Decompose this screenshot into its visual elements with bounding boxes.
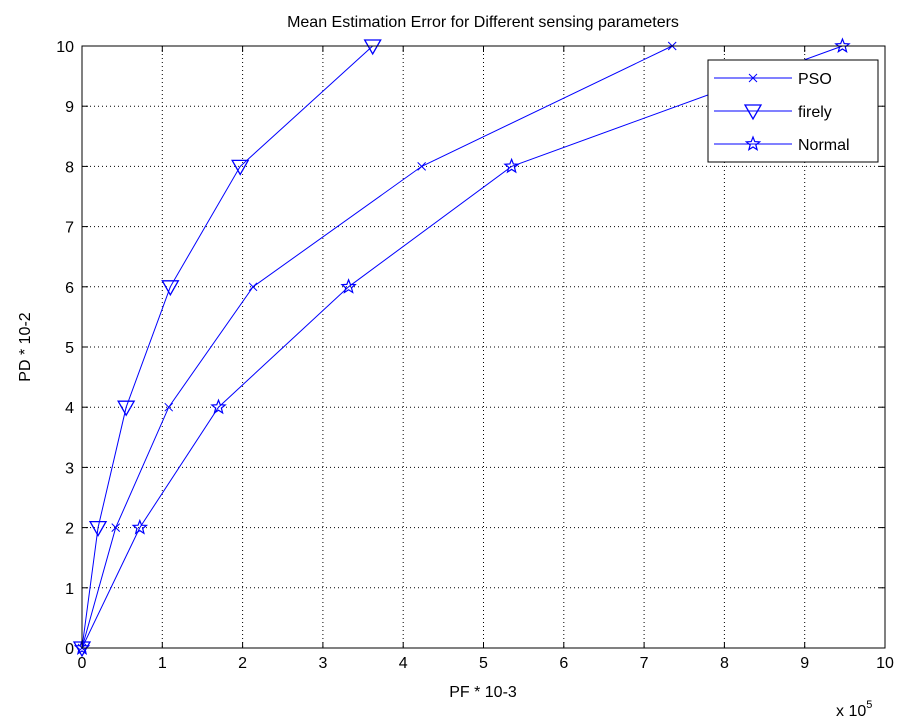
- data-point-pso: [248, 282, 258, 292]
- y-tick-label: 8: [65, 159, 74, 176]
- legend-item-pso: PSO: [714, 71, 832, 88]
- data-point-firely: [88, 520, 108, 537]
- chart-title: Mean Estimation Error for Different sens…: [287, 14, 679, 31]
- legend-marker-normal: [744, 135, 762, 152]
- x-tick-label: 4: [399, 655, 408, 672]
- data-point-firely: [161, 280, 180, 297]
- x-tick-label: 3: [318, 655, 327, 672]
- y-tick-label: 4: [65, 400, 74, 417]
- data-point-normal: [834, 37, 851, 54]
- series-normal: [73, 37, 851, 656]
- y-axis-label: PD * 10-2: [17, 312, 34, 381]
- data-point-pso: [417, 162, 427, 171]
- data-point-pso: [111, 523, 121, 532]
- x-axis-multiplier: x 105: [836, 699, 872, 720]
- y-tick-label: 6: [65, 280, 74, 297]
- data-point-firely: [363, 39, 382, 56]
- x-axis-label: PF * 10-3: [449, 684, 517, 701]
- y-tick-label: 0: [65, 641, 74, 658]
- legend-label-normal: Normal: [798, 137, 850, 154]
- legend-marker-pso: [748, 73, 758, 83]
- series-line-pso: [81, 45, 673, 649]
- y-tick-label: 9: [65, 99, 74, 116]
- x-tick-label: 5: [479, 655, 488, 672]
- data-point-normal: [340, 278, 357, 294]
- y-tick-label: 10: [56, 39, 74, 56]
- x-tick-label: 8: [720, 655, 729, 672]
- data-point-normal: [73, 639, 91, 656]
- x-tick-label: 9: [800, 655, 809, 672]
- x-tick-label: 0: [78, 655, 87, 672]
- series-line-firely: [81, 45, 374, 649]
- x-axis-multiplier-exponent: 5: [866, 699, 872, 711]
- legend-label-firely: firely: [798, 104, 832, 121]
- legend-item-normal: Normal: [714, 135, 850, 154]
- legend: PSO firely Normal: [707, 59, 879, 163]
- series-line-normal: [81, 45, 843, 649]
- y-tick-label: 1: [65, 581, 74, 598]
- y-tick-label: 7: [65, 220, 74, 237]
- data-point-pso: [164, 402, 174, 412]
- data-series: [72, 37, 851, 658]
- y-tick-label: 3: [65, 460, 74, 477]
- y-tick-label: 5: [65, 340, 74, 357]
- legend-label-pso: PSO: [798, 71, 832, 88]
- series-pso: [77, 41, 677, 653]
- legend-item-firely: firely: [714, 104, 832, 121]
- legend-items: PSO firely Normal: [714, 71, 850, 154]
- x-tick-label: 6: [559, 655, 568, 672]
- data-point-normal: [210, 398, 227, 415]
- x-tick-label: 2: [238, 655, 247, 672]
- x-axis-multiplier-base: x 10: [836, 703, 866, 720]
- plot-frame: [81, 45, 886, 649]
- data-point-firely: [117, 400, 136, 417]
- y-tick-label: 2: [65, 521, 74, 538]
- legend-marker-firely: [743, 104, 763, 121]
- x-tick-label: 10: [876, 655, 894, 672]
- tick-labels: 0 1 2 3 4 5 6 7 8 9 10 0 1 2 3 4 5 6 7 8 9 10: [56, 39, 894, 672]
- data-point-normal: [503, 157, 520, 174]
- x-tick-label: 7: [640, 655, 649, 672]
- x-tick-label: 1: [158, 655, 167, 672]
- data-point-firely: [231, 159, 250, 176]
- data-point-normal: [131, 518, 149, 535]
